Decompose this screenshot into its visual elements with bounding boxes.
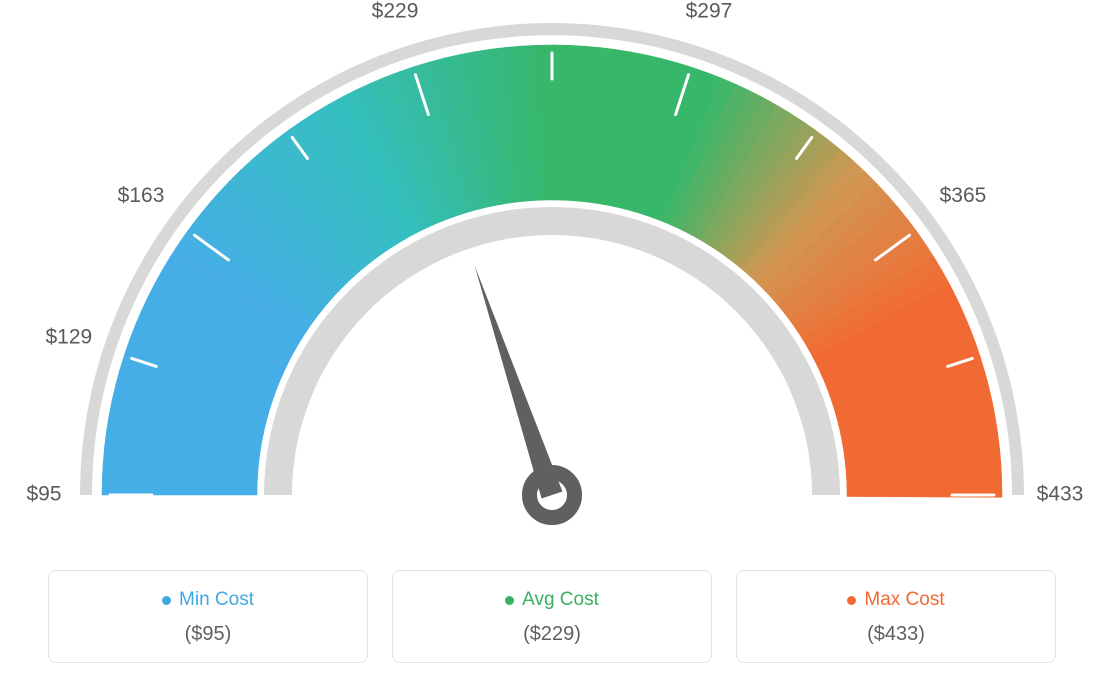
- legend-label-text: Max Cost: [864, 589, 944, 611]
- cost-gauge-chart: $95 $129 $163 $229 $297 $365 $433: [0, 0, 1104, 560]
- svg-text:$433: $433: [1037, 483, 1084, 506]
- legend-card-avg: Avg Cost ($229): [392, 570, 712, 663]
- legend-row: Min Cost ($95) Avg Cost ($229) Max Cost …: [0, 570, 1104, 663]
- legend-label-text: Avg Cost: [522, 589, 599, 611]
- legend-label-max: Max Cost: [847, 589, 944, 611]
- svg-text:$297: $297: [686, 0, 733, 22]
- legend-value-min: ($95): [59, 623, 357, 646]
- legend-label-avg: Avg Cost: [505, 589, 599, 611]
- svg-text:$365: $365: [940, 184, 987, 207]
- dot-icon: [162, 596, 171, 605]
- legend-value-avg: ($229): [403, 623, 701, 646]
- legend-label-min: Min Cost: [162, 589, 254, 611]
- legend-card-max: Max Cost ($433): [736, 570, 1056, 663]
- svg-text:$95: $95: [26, 483, 61, 506]
- legend-card-min: Min Cost ($95): [48, 570, 368, 663]
- legend-label-text: Min Cost: [179, 589, 254, 611]
- svg-text:$129: $129: [46, 326, 93, 349]
- svg-text:$163: $163: [118, 184, 165, 207]
- legend-value-max: ($433): [747, 623, 1045, 646]
- dot-icon: [505, 596, 514, 605]
- dot-icon: [847, 596, 856, 605]
- svg-text:$229: $229: [372, 0, 419, 22]
